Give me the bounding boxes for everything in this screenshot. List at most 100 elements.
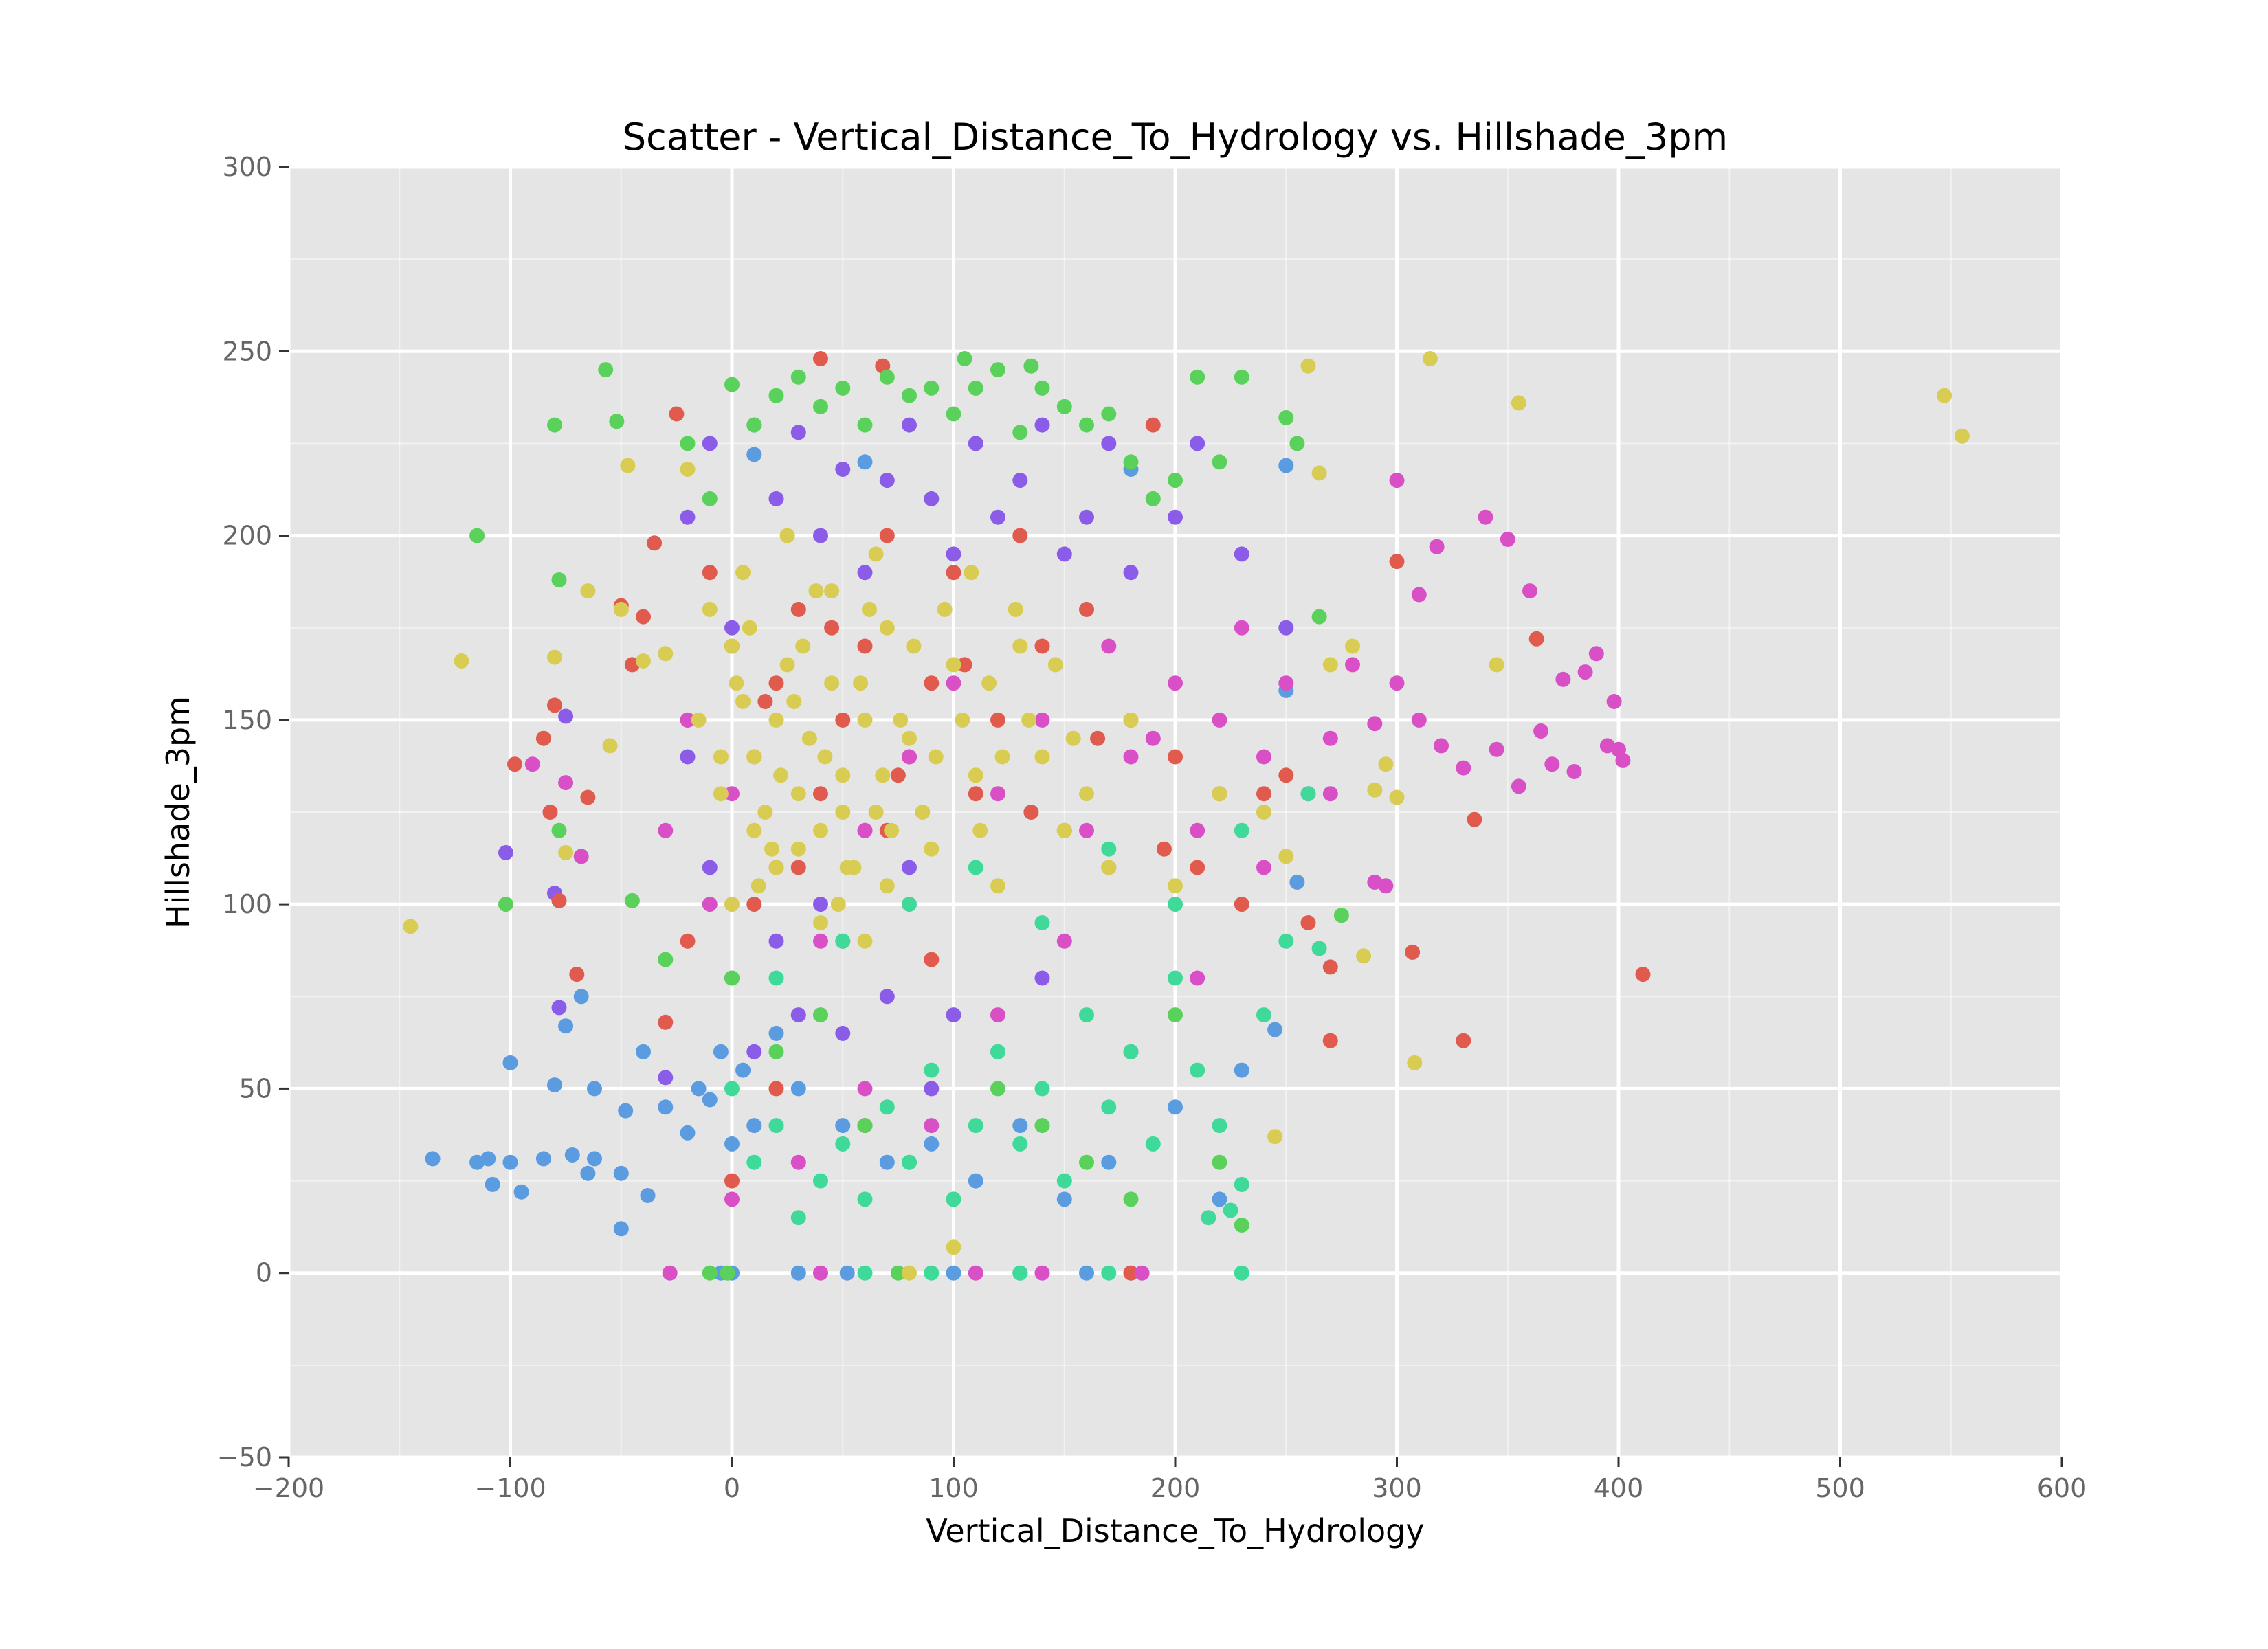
data-point xyxy=(768,1118,784,1134)
data-point xyxy=(746,417,762,433)
data-point xyxy=(990,509,1005,525)
data-point xyxy=(857,1265,873,1281)
data-point xyxy=(1434,738,1449,754)
data-point xyxy=(1034,749,1050,765)
data-point xyxy=(573,849,589,864)
data-point xyxy=(1168,473,1183,489)
data-point xyxy=(558,845,574,860)
data-point xyxy=(480,1151,496,1167)
data-point xyxy=(1489,741,1504,757)
data-point xyxy=(946,657,961,673)
data-point xyxy=(535,730,551,746)
data-point xyxy=(1566,764,1582,779)
data-point xyxy=(1367,782,1383,798)
data-point xyxy=(1190,822,1205,838)
data-point xyxy=(1145,491,1161,506)
y-tick-label: 100 xyxy=(222,889,272,919)
data-point xyxy=(1123,749,1139,765)
data-point xyxy=(502,1154,518,1170)
data-point xyxy=(403,919,419,934)
data-point xyxy=(924,491,940,506)
data-point xyxy=(1489,657,1504,673)
data-point xyxy=(724,1173,740,1189)
data-point xyxy=(1023,805,1039,820)
data-point xyxy=(779,528,795,543)
data-point xyxy=(513,1184,529,1200)
data-point xyxy=(964,565,979,581)
data-point xyxy=(735,694,751,709)
data-point xyxy=(1300,786,1316,802)
data-point xyxy=(1278,410,1294,425)
data-point xyxy=(862,601,877,617)
data-point xyxy=(724,1081,740,1097)
x-tick-label: 400 xyxy=(1594,1473,1644,1503)
data-point xyxy=(1056,546,1072,562)
data-point xyxy=(835,1025,851,1041)
data-point xyxy=(580,789,596,805)
data-point xyxy=(1101,1265,1117,1281)
axis-layer: −200 −100 0 100 200 300 400 500 600 −50 0 50 100 150 2… xyxy=(217,152,2087,1503)
data-point xyxy=(790,1154,806,1170)
data-point xyxy=(1954,428,1970,444)
data-point xyxy=(902,860,917,875)
data-point xyxy=(580,583,596,599)
data-point xyxy=(469,528,485,543)
data-point xyxy=(702,860,718,875)
data-point xyxy=(1577,664,1593,680)
data-point xyxy=(1145,730,1161,746)
data-point xyxy=(425,1151,441,1167)
data-point xyxy=(1544,756,1560,772)
data-point xyxy=(1101,1099,1117,1115)
data-point xyxy=(1034,1118,1050,1134)
data-point xyxy=(968,1265,983,1281)
data-point xyxy=(768,1044,784,1059)
data-point xyxy=(879,369,895,385)
data-point xyxy=(1156,841,1172,857)
data-point xyxy=(868,805,884,820)
x-tick-label: 200 xyxy=(1150,1473,1201,1503)
data-point xyxy=(1407,1055,1423,1070)
data-point xyxy=(835,933,851,949)
data-point xyxy=(857,565,873,581)
data-point xyxy=(1212,1118,1227,1134)
data-point xyxy=(1065,730,1081,746)
data-point xyxy=(1012,1136,1028,1152)
data-point xyxy=(1635,967,1651,983)
data-point xyxy=(968,380,983,396)
data-point xyxy=(990,1007,1005,1023)
data-point xyxy=(1101,1154,1117,1170)
data-point xyxy=(662,1265,678,1281)
data-point xyxy=(879,1099,895,1115)
data-point xyxy=(680,933,696,949)
data-point xyxy=(636,609,651,625)
data-point xyxy=(636,1044,651,1059)
data-point xyxy=(724,1191,740,1207)
data-point xyxy=(1311,609,1327,625)
data-point xyxy=(1012,528,1028,543)
data-point xyxy=(746,447,762,462)
data-point xyxy=(1937,388,1953,403)
data-point xyxy=(1034,1265,1050,1281)
data-point xyxy=(1422,351,1438,366)
data-point xyxy=(902,388,917,403)
data-point xyxy=(968,767,983,783)
data-point xyxy=(1079,417,1094,433)
data-point xyxy=(720,1265,735,1281)
data-point xyxy=(551,893,567,908)
y-tick-label: 200 xyxy=(222,521,272,551)
data-point xyxy=(1345,638,1360,654)
data-point xyxy=(535,1151,551,1167)
data-point xyxy=(647,535,663,551)
data-point xyxy=(1256,786,1271,802)
data-point xyxy=(790,369,806,385)
data-point xyxy=(702,1092,718,1108)
x-tick-label: −100 xyxy=(474,1473,546,1503)
data-point xyxy=(790,786,806,802)
data-point xyxy=(835,1118,851,1134)
data-point xyxy=(1367,716,1383,732)
data-point xyxy=(824,583,840,599)
data-point xyxy=(724,638,740,654)
data-point xyxy=(1555,671,1571,687)
data-point xyxy=(1456,1033,1471,1048)
data-point xyxy=(1333,908,1349,923)
